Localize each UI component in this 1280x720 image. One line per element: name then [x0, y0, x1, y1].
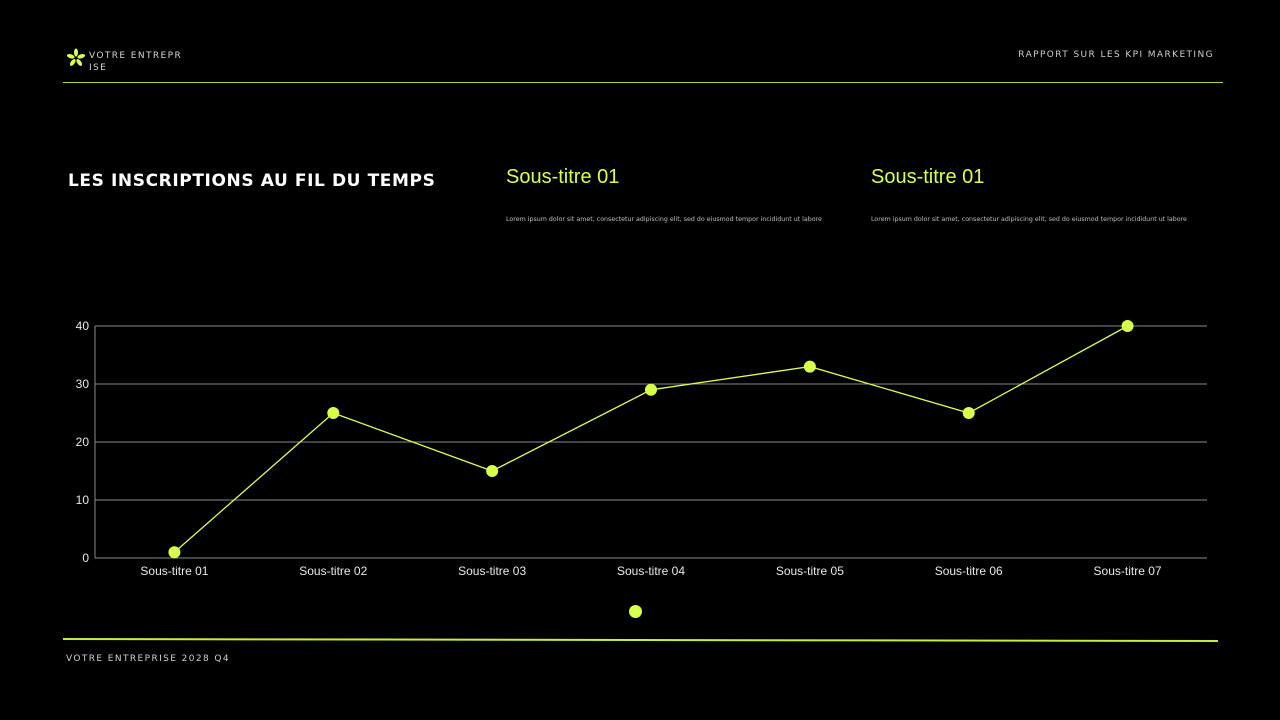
footer-divider	[63, 637, 1218, 643]
series-line	[174, 325, 1128, 553]
x-tick-label: Sous-titre 03	[458, 564, 526, 578]
x-tick-label: Sous-titre 06	[935, 564, 1003, 578]
asterisk-flower-icon	[66, 48, 86, 66]
subsection-1-heading: Sous-titre 01	[506, 166, 620, 188]
x-tick-label: Sous-titre 05	[776, 564, 844, 578]
company-name: VOTRE ENTREPRISE	[89, 51, 183, 73]
x-tick-label: Sous-titre 01	[140, 564, 208, 578]
x-tick-label: Sous-titre 02	[299, 564, 367, 578]
y-tick-label: 0	[82, 551, 89, 565]
data-point	[1121, 320, 1134, 332]
report-title: RAPPORT SUR LES KPI MARKETING	[1018, 50, 1214, 60]
y-tick-label: 20	[76, 435, 90, 449]
legend-marker	[629, 605, 642, 618]
y-tick-label: 30	[76, 377, 90, 391]
data-point	[962, 407, 975, 419]
page-title: LES INSCRIPTIONS AU FIL DU TEMPS	[68, 171, 436, 191]
data-point	[645, 383, 657, 396]
subsection-1: Sous-titre 01 Lorem ipsum dolor sit amet…	[506, 166, 846, 224]
subsection-1-text: Lorem ipsum dolor sit amet, consectetur …	[506, 216, 822, 223]
footer-text: VOTRE ENTREPRISE 2028 Q4	[66, 654, 231, 664]
data-point	[327, 407, 340, 419]
subsection-2-text: Lorem ipsum dolor sit amet, consectetur …	[871, 216, 1187, 223]
line-chart: 0 10 20 30 40 Sous-titre 01 Sous-titre 02 Sous-…	[76, 319, 1207, 578]
header-divider	[63, 82, 1223, 83]
x-tick-label: Sous-titre 04	[617, 564, 685, 578]
data-point	[486, 465, 499, 477]
company-logo: VOTRE ENTREPRISE	[66, 48, 185, 74]
y-tick-label: 10	[76, 493, 90, 507]
data-point	[168, 546, 181, 559]
data-point	[803, 360, 816, 373]
subsection-2: Sous-titre 01 Lorem ipsum dolor sit amet…	[871, 166, 1211, 224]
x-tick-label: Sous-titre 07	[1094, 564, 1162, 578]
subsection-2-heading: Sous-titre 01	[871, 166, 985, 188]
y-tick-label: 40	[76, 319, 90, 333]
